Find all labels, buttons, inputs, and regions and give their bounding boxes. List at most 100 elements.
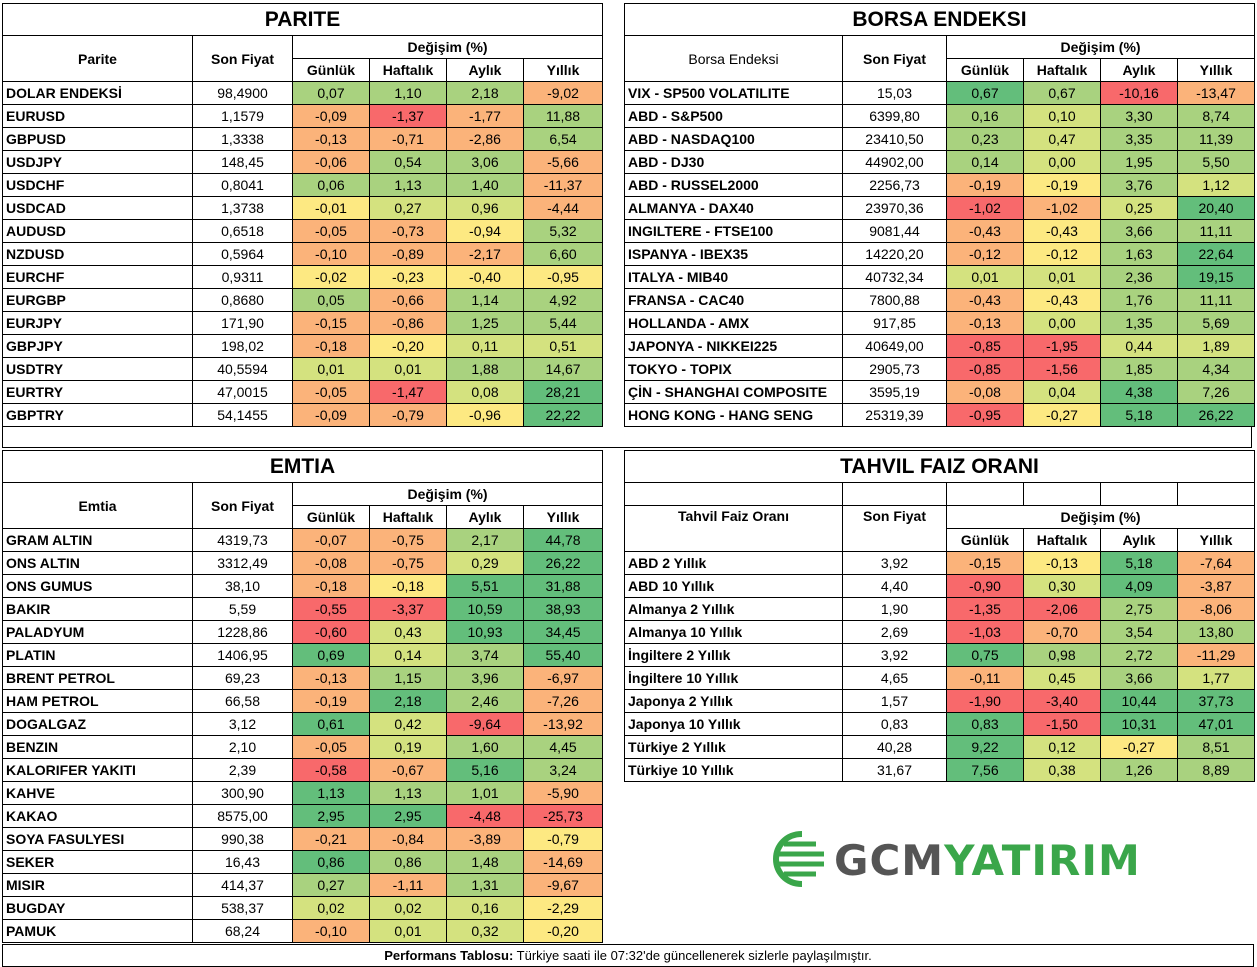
row-weekly: 1,13 [369,781,447,805]
row-daily: 7,56 [946,758,1024,782]
row-daily: -0,05 [292,735,370,759]
table-row: ALMANYA - DAX40 23970,36 -1,02 -1,02 0,25 20,… [624,196,1256,220]
emtia-panel: EMTIA Emtia Son Fiyat Değişim (%) Günlük… [1,450,604,943]
row-price: 990,38 [192,827,293,851]
row-yearly: 7,26 [1176,380,1256,404]
row-name: ABD 10 Yıllık [624,574,843,598]
row-daily: -1,35 [946,597,1024,621]
row-weekly: 0,98 [1023,643,1101,667]
row-name: KAKAO [2,804,193,828]
parite-price-header: Son Fiyat [192,35,293,82]
row-yearly: -11,29 [1176,643,1256,667]
row-monthly: 3,66 [1100,219,1178,243]
row-weekly: -1,47 [369,380,447,404]
row-price: 0,5964 [192,242,293,266]
row-weekly: 0,47 [1023,127,1101,151]
row-monthly: 0,16 [446,896,524,920]
table-row: EURJPY 171,90 -0,15 -0,86 1,25 5,44 [2,311,604,335]
row-name: USDCAD [2,196,193,220]
table-row: FRANSA - CAC40 7800,88 -0,43 -0,43 1,76 11,11 [624,288,1256,312]
row-daily: -0,85 [946,357,1024,381]
row-weekly: 0,67 [1023,81,1101,105]
row-monthly: 0,25 [1100,196,1178,220]
row-name: FRANSA - CAC40 [624,288,843,312]
row-price: 1228,86 [192,620,293,644]
row-monthly: 1,88 [446,357,524,381]
row-name: ONS ALTIN [2,551,193,575]
row-weekly: 0,45 [1023,666,1101,690]
row-daily: -0,15 [292,311,370,335]
row-name: KAHVE [2,781,193,805]
footer-note: Performans Tablosu: Türkiye saati ile 07… [2,944,1254,967]
row-yearly: 3,24 [522,758,604,782]
row-yearly: -0,79 [522,827,604,851]
table-row: Japonya 10 Yıllık 0,83 0,83 -1,50 10,31 47,01 [624,712,1256,736]
borsa-change-header: Değişim (%) [945,35,1256,59]
row-yearly: 1,89 [1176,334,1256,358]
row-name: PLATIN [2,643,193,667]
row-price: 4,65 [842,666,947,690]
row-name: İngiltere 10 Yıllık [624,666,843,690]
row-yearly: 31,88 [522,574,604,598]
row-name: ITALYA - MIB40 [624,265,843,289]
row-yearly: 22,22 [522,403,604,427]
row-monthly: -0,96 [446,403,524,427]
emtia-yearly-header: Yıllık [522,505,604,529]
parite-yearly-header: Yıllık [522,58,604,82]
emtia-weekly-header: Haftalık [369,505,447,529]
row-weekly: -1,56 [1023,357,1101,381]
table-row: PLATIN 1406,95 0,69 0,14 3,74 55,40 [2,643,604,667]
row-daily: 0,14 [946,150,1024,174]
parite-title: PARITE [1,3,604,36]
row-yearly: 11,39 [1176,127,1256,151]
row-price: 15,03 [842,81,947,105]
row-name: ÇİN - SHANGHAI COMPOSITE [624,380,843,404]
table-row: ABD - DJ30 44902,00 0,14 0,00 1,95 5,50 [624,150,1256,174]
row-monthly: 10,44 [1100,689,1178,713]
row-price: 3,12 [192,712,293,736]
row-yearly: 8,89 [1176,758,1256,782]
row-monthly: 2,75 [1100,597,1178,621]
row-price: 6399,80 [842,104,947,128]
row-weekly: 0,10 [1023,104,1101,128]
row-daily: -0,43 [946,219,1024,243]
row-weekly: -0,13 [1023,551,1101,575]
tahvil-change-header: Değişim (%) [945,505,1256,529]
row-monthly: -0,40 [446,265,524,289]
row-name: GBPUSD [2,127,193,151]
row-daily: 0,27 [292,873,370,897]
row-price: 1406,95 [192,643,293,667]
row-yearly: 37,73 [1176,689,1256,713]
row-daily: -0,13 [946,311,1024,335]
row-price: 148,45 [192,150,293,174]
logo-text-gcm: GCM [834,836,945,885]
row-monthly: -3,89 [446,827,524,851]
table-row: JAPONYA - NIKKEI225 40649,00 -0,85 -1,95 0,4… [624,334,1256,358]
row-yearly: 34,45 [522,620,604,644]
table-row: AUDUSD 0,6518 -0,05 -0,73 -0,94 5,32 [2,219,604,243]
footer-bold: Performans Tablosu: [384,948,514,963]
tahvil-title: TAHVIL FAIZ ORANI [623,450,1256,483]
table-row: HOLLANDA - AMX 917,85 -0,13 0,00 1,35 5,69 [624,311,1256,335]
row-price: 1,90 [842,597,947,621]
row-yearly: 4,45 [522,735,604,759]
row-daily: -0,43 [946,288,1024,312]
row-price: 1,3738 [192,196,293,220]
row-price: 5,59 [192,597,293,621]
row-weekly: -1,50 [1023,712,1101,736]
row-monthly: -10,16 [1100,81,1178,105]
logo-text: GCMYATIRIM [834,836,1141,885]
row-daily: -0,08 [946,380,1024,404]
row-daily: -1,02 [946,196,1024,220]
row-weekly: -0,12 [1023,242,1101,266]
row-monthly: 2,17 [446,528,524,552]
row-yearly: -5,90 [522,781,604,805]
row-weekly: 0,38 [1023,758,1101,782]
row-price: 40649,00 [842,334,947,358]
row-name: BRENT PETROL [2,666,193,690]
row-monthly: 10,93 [446,620,524,644]
row-price: 69,23 [192,666,293,690]
row-daily: -0,02 [292,265,370,289]
row-yearly: 8,51 [1176,735,1256,759]
row-daily: -0,09 [292,403,370,427]
